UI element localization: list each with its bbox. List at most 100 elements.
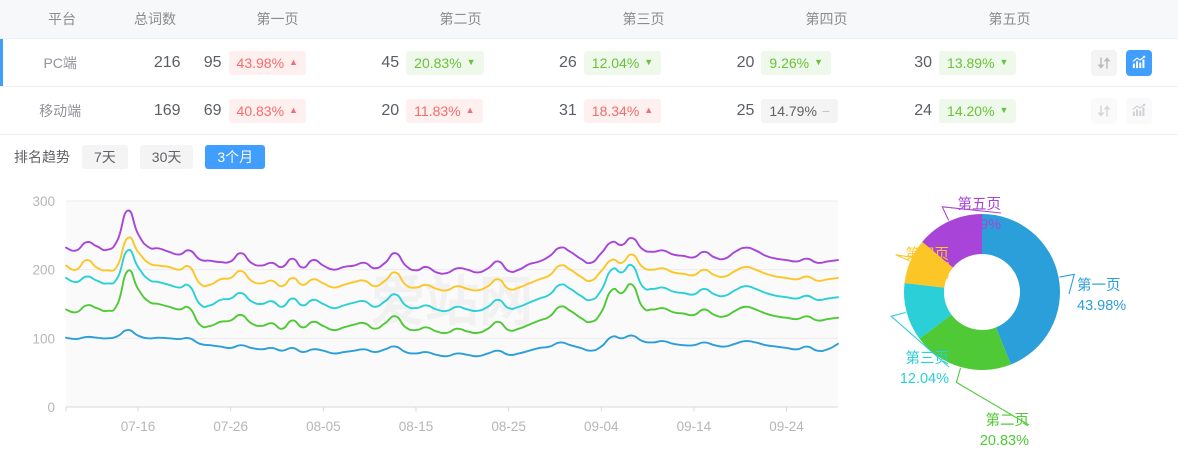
svg-text:07-26: 07-26 — [213, 419, 248, 434]
donut-label-value-2: 20.83% — [980, 433, 1029, 449]
trend-down-icon: ▼ — [644, 57, 654, 67]
trend-up-icon: ▲ — [289, 57, 298, 67]
donut-label-name-5: 第五页 — [958, 195, 1002, 213]
page-count: 69 — [203, 101, 222, 119]
donut-chart[interactable]: 第一页 43.98% 第二页 20.83% 第三页 12.04% 第四页 9.26% 第五页 13… — [845, 179, 1178, 449]
cell-page-4: 20 9.26% ▼ — [713, 50, 891, 75]
percent-value: 9.26% — [769, 54, 810, 71]
cell-page-2: 45 20.83% ▼ — [358, 50, 536, 75]
trend-down-icon: ▼ — [814, 57, 824, 67]
cell-platform: 移动端 — [39, 102, 82, 119]
svg-text:0: 0 — [47, 400, 55, 415]
donut-label-value-5: 13.89% — [952, 217, 1001, 233]
donut-label-value-3: 12.04% — [900, 371, 949, 387]
sort-updown-icon[interactable] — [1090, 97, 1117, 124]
table-row[interactable]: 移动端 169 69 40.83% ▲ 20 11.83% ▲ 31 18.34% ▲ … — [0, 87, 1178, 135]
page-count: 25 — [736, 101, 755, 119]
cell-page-5: 24 14.20% ▼ — [891, 98, 1069, 123]
sort-updown-icon[interactable] — [1090, 49, 1117, 76]
percent-badge: 40.83% ▲ — [228, 98, 306, 123]
row-actions — [1090, 49, 1178, 76]
percent-badge: 12.04% ▼ — [583, 50, 662, 75]
trend-chart-icon[interactable] — [1125, 97, 1152, 124]
page-count: 20 — [381, 101, 400, 119]
percent-badge: 20.83% ▼ — [406, 50, 484, 75]
cell-page-1: 95 43.98% ▲ — [181, 50, 359, 75]
donut-slice-3 — [904, 282, 952, 339]
donut-label-name-4: 第四页 — [906, 245, 950, 263]
page-count: 45 — [381, 53, 400, 71]
col-header-page-2: 第二页 — [439, 11, 482, 27]
percent-value: 14.20% — [947, 102, 995, 119]
page-count: 95 — [203, 53, 222, 71]
cell-total-keywords: 216 — [153, 53, 181, 71]
donut-slice-1 — [982, 214, 1060, 365]
donut-slice-5 — [922, 214, 982, 268]
trend-toolbar: 排名趋势 7天 30天 3个月 — [0, 135, 1178, 179]
trend-down-icon: ▼ — [466, 57, 476, 67]
page-count: 26 — [558, 53, 577, 71]
percent-value: 12.04% — [591, 54, 640, 71]
donut-label-value-4: 9.26% — [908, 267, 949, 283]
trend-flat-icon: − — [821, 102, 831, 119]
trend-down-icon: ▼ — [999, 105, 1009, 115]
svg-text:08-25: 08-25 — [491, 419, 526, 434]
trend-title: 排名趋势 — [14, 149, 70, 165]
percent-value: 11.83% — [414, 102, 461, 119]
page-count: 24 — [914, 101, 933, 119]
percent-badge: 14.79% − — [761, 98, 839, 123]
donut-label-name-2: 第二页 — [986, 411, 1030, 429]
svg-text:爱站网: 爱站网 — [371, 272, 533, 332]
cell-platform: PC端 — [43, 54, 77, 71]
col-header-page-4: 第四页 — [805, 11, 848, 27]
col-header-platform: 平台 — [48, 11, 76, 27]
range-button-3m[interactable]: 3个月 — [205, 145, 266, 169]
percent-value: 13.89% — [947, 54, 995, 71]
trend-up-icon: ▲ — [465, 105, 475, 115]
percent-badge: 43.98% ▲ — [228, 50, 306, 75]
donut-label-name-3: 第三页 — [906, 349, 950, 367]
col-header-page-5: 第五页 — [988, 11, 1031, 27]
table-row[interactable]: PC端 216 95 43.98% ▲ 45 20.83% ▼ 26 12.04% ▼ … — [0, 39, 1178, 87]
col-header-page-3: 第三页 — [622, 11, 665, 27]
cell-page-1: 69 40.83% ▲ — [181, 98, 359, 123]
trend-up-icon: ▲ — [644, 105, 654, 115]
range-button-30d[interactable]: 30天 — [139, 145, 194, 169]
row-actions — [1090, 97, 1178, 124]
percent-value: 20.83% — [414, 54, 462, 71]
trend-chart-icon[interactable] — [1125, 49, 1152, 76]
percent-value: 14.79% — [769, 102, 817, 119]
table-header-row: 平台 总词数 第一页 第二页 第三页 第四页 第五页 — [0, 0, 1178, 39]
trend-up-icon: ▲ — [289, 105, 298, 115]
range-button-7d[interactable]: 7天 — [82, 145, 128, 169]
cell-page-5: 30 13.89% ▼ — [891, 50, 1069, 75]
line-chart-canvas: 0 100 200 300 爱站网 07-16 07-26 08-05 08-15 08-25 09… — [32, 194, 839, 434]
percent-value: 43.98% — [236, 54, 285, 71]
donut-slice-4 — [904, 241, 953, 288]
page-count: 31 — [558, 101, 577, 119]
cell-page-3: 31 18.34% ▲ — [536, 98, 714, 123]
cell-page-2: 20 11.83% ▲ — [358, 98, 536, 123]
svg-text:09-24: 09-24 — [769, 419, 804, 434]
percent-badge: 18.34% ▲ — [583, 98, 662, 123]
charts-region: 0 100 200 300 爱站网 07-16 07-26 08-05 08-15 08-25 09… — [0, 179, 1178, 449]
svg-text:08-15: 08-15 — [399, 419, 434, 434]
percent-value: 18.34% — [591, 102, 640, 119]
donut-slice-2 — [919, 314, 1011, 370]
percent-badge: 14.20% ▼ — [939, 98, 1017, 123]
cell-page-3: 26 12.04% ▼ — [536, 50, 714, 75]
svg-text:100: 100 — [32, 331, 55, 346]
donut-chart-canvas: 第一页 43.98% 第二页 20.83% 第三页 12.04% 第四页 9.26% 第五页 13… — [890, 195, 1126, 449]
col-header-total: 总词数 — [134, 11, 176, 27]
trend-down-icon: ▼ — [999, 57, 1009, 67]
ranking-table: 平台 总词数 第一页 第二页 第三页 第四页 第五页 PC端 216 95 43.… — [0, 0, 1178, 135]
cell-total-keywords: 169 — [153, 101, 181, 119]
cell-page-4: 25 14.79% − — [713, 98, 891, 123]
donut-label-name-1: 第一页 — [1077, 276, 1121, 294]
svg-text:08-05: 08-05 — [306, 419, 341, 434]
percent-value: 40.83% — [236, 102, 285, 119]
percent-badge: 9.26% ▼ — [761, 50, 832, 75]
line-chart[interactable]: 0 100 200 300 爱站网 07-16 07-26 08-05 08-15 08-25 09… — [0, 179, 845, 449]
percent-badge: 11.83% ▲ — [406, 98, 483, 123]
svg-text:200: 200 — [32, 263, 55, 278]
